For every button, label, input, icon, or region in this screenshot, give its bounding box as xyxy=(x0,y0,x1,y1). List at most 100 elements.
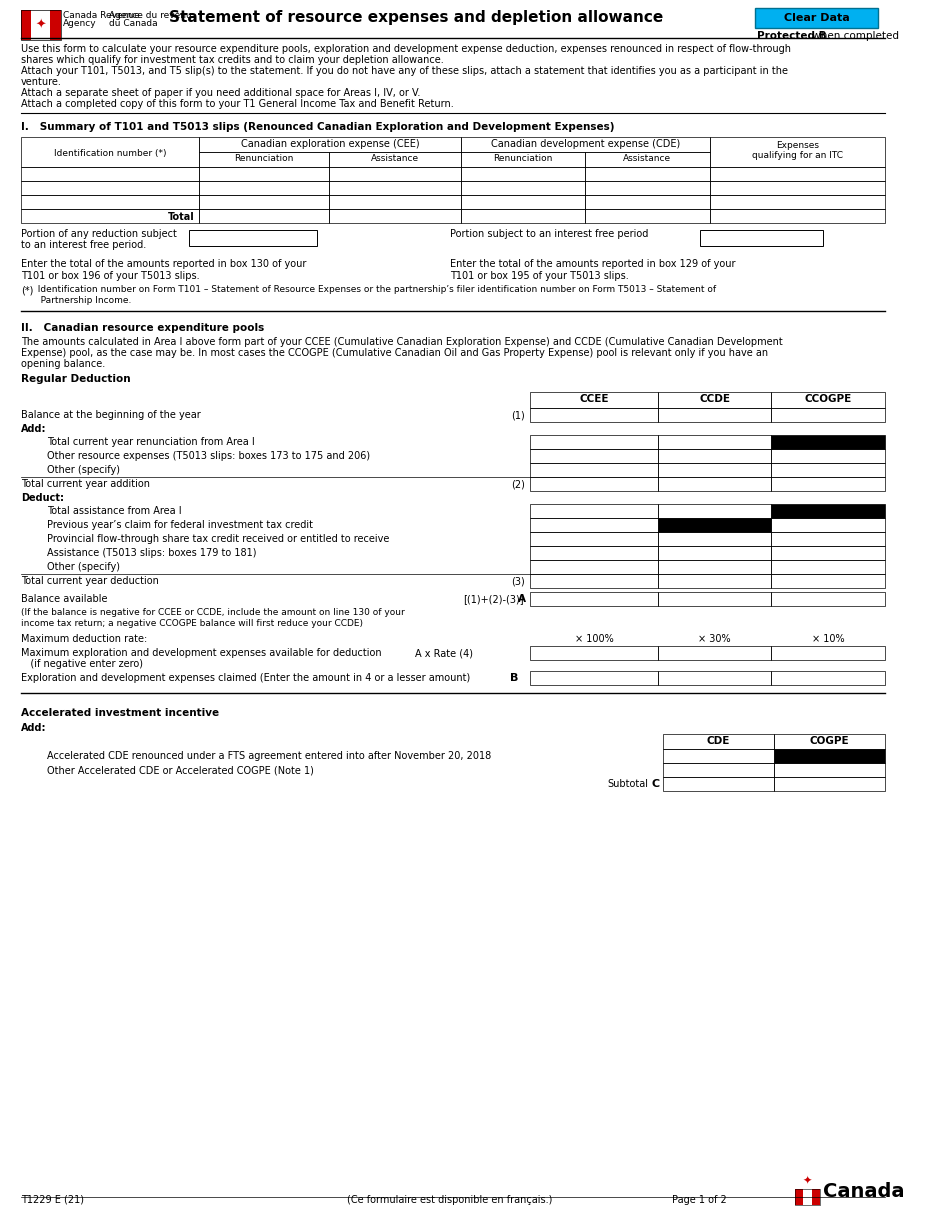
Text: Add:: Add: xyxy=(21,424,47,434)
Bar xyxy=(21,209,199,223)
Text: Exploration and development expenses claimed (Enter the amount in 4 or a lesser : Exploration and development expenses cla… xyxy=(21,673,470,683)
Bar xyxy=(771,546,885,560)
Text: CCDE: CCDE xyxy=(699,394,731,403)
Text: Canadian exploration expense (CEE): Canadian exploration expense (CEE) xyxy=(240,139,419,149)
Text: CCEE: CCEE xyxy=(580,394,609,403)
Text: Canada Revenue: Canada Revenue xyxy=(64,11,141,20)
Text: [(1)+(2)-(3)]: [(1)+(2)-(3)] xyxy=(463,594,523,604)
Text: C: C xyxy=(652,779,659,788)
Bar xyxy=(710,137,885,167)
Bar xyxy=(21,167,199,181)
Text: (Ce formulaire est disponible en français.): (Ce formulaire est disponible en françai… xyxy=(347,1196,552,1205)
Bar xyxy=(771,518,885,533)
Bar xyxy=(771,592,885,606)
Text: Protected B: Protected B xyxy=(757,31,826,41)
Text: I.   Summary of T101 and T5013 slips (Renounced Canadian Exploration and Develop: I. Summary of T101 and T5013 slips (Reno… xyxy=(21,122,615,132)
Text: Subtotal: Subtotal xyxy=(607,779,648,788)
Bar xyxy=(585,153,710,167)
Bar xyxy=(662,777,774,791)
Text: Expense) pool, as the case may be. In most cases the CCOGPE (Cumulative Canadian: Expense) pool, as the case may be. In mo… xyxy=(21,348,768,358)
Bar xyxy=(530,435,657,449)
Text: income tax return; a negative CCOGPE balance will first reduce your CCDE): income tax return; a negative CCOGPE bal… xyxy=(21,619,363,629)
Bar xyxy=(530,592,657,606)
Text: to an interest free period.: to an interest free period. xyxy=(21,240,146,250)
Bar xyxy=(771,574,885,588)
Bar xyxy=(330,209,461,223)
Text: Renunciation: Renunciation xyxy=(493,154,553,164)
Bar xyxy=(21,196,199,209)
Text: (*): (*) xyxy=(21,285,33,295)
Bar xyxy=(710,209,885,223)
Bar xyxy=(662,763,774,777)
Bar xyxy=(657,408,771,422)
Bar xyxy=(771,646,885,661)
Text: Identification number on Form T101 – Statement of Resource Expenses or the partn: Identification number on Form T101 – Sta… xyxy=(32,285,716,294)
Text: Clear Data: Clear Data xyxy=(784,14,849,23)
Text: Balance available: Balance available xyxy=(21,594,107,604)
Text: Accelerated CDE renounced under a FTS agreement entered into after November 20, : Accelerated CDE renounced under a FTS ag… xyxy=(48,752,491,761)
Text: Renunciation: Renunciation xyxy=(235,154,294,164)
Text: CDE: CDE xyxy=(707,736,731,747)
Bar xyxy=(21,10,31,41)
Bar xyxy=(21,181,199,196)
Text: Statement of resource expenses and depletion allowance: Statement of resource expenses and deple… xyxy=(169,10,664,25)
Text: CCOGPE: CCOGPE xyxy=(805,394,852,403)
Bar xyxy=(21,10,61,41)
Bar xyxy=(330,153,461,167)
Text: Use this form to calculate your resource expenditure pools, exploration and deve: Use this form to calculate your resource… xyxy=(21,44,790,54)
Bar xyxy=(31,10,50,41)
Bar xyxy=(585,181,710,196)
Bar xyxy=(771,462,885,477)
Bar xyxy=(812,1189,820,1205)
Text: Total assistance from Area I: Total assistance from Area I xyxy=(48,506,182,517)
Text: Total: Total xyxy=(168,212,195,221)
Text: Canada: Canada xyxy=(824,1182,905,1200)
Bar xyxy=(700,230,824,246)
Text: opening balance.: opening balance. xyxy=(21,359,105,369)
Text: Deduct:: Deduct: xyxy=(21,493,64,503)
Bar xyxy=(657,646,771,661)
Text: (1): (1) xyxy=(511,410,525,419)
Bar xyxy=(199,209,330,223)
Text: Attach a completed copy of this form to your T1 General Income Tax and Benefit R: Attach a completed copy of this form to … xyxy=(21,98,453,109)
Text: ✦: ✦ xyxy=(35,18,46,32)
Bar xyxy=(657,518,771,533)
Bar xyxy=(585,196,710,209)
Bar xyxy=(461,196,585,209)
Text: shares which qualify for investment tax credits and to claim your depletion allo: shares which qualify for investment tax … xyxy=(21,55,444,65)
Text: Canadian development expense (CDE): Canadian development expense (CDE) xyxy=(491,139,680,149)
Text: COGPE: COGPE xyxy=(809,736,849,747)
Bar xyxy=(657,435,771,449)
Text: Regular Deduction: Regular Deduction xyxy=(21,374,130,384)
Bar xyxy=(774,734,885,749)
Text: Total current year renunciation from Area I: Total current year renunciation from Are… xyxy=(48,437,256,446)
Text: Agence du revenu: Agence du revenu xyxy=(109,11,192,20)
Bar xyxy=(657,449,771,462)
Text: Partnership Income.: Partnership Income. xyxy=(32,296,131,305)
Text: Assistance (T5013 slips: boxes 179 to 181): Assistance (T5013 slips: boxes 179 to 18… xyxy=(48,549,256,558)
Text: (3): (3) xyxy=(511,576,525,585)
Bar xyxy=(461,153,585,167)
Bar xyxy=(657,477,771,491)
Bar xyxy=(803,1189,812,1205)
Bar xyxy=(710,196,885,209)
Text: du Canada: du Canada xyxy=(109,18,158,28)
Bar xyxy=(771,672,885,685)
Bar xyxy=(530,408,657,422)
Text: Total current year addition: Total current year addition xyxy=(21,478,150,490)
Bar xyxy=(530,504,657,518)
Bar xyxy=(774,763,885,777)
Bar xyxy=(461,181,585,196)
Text: Maximum exploration and development expenses available for deduction: Maximum exploration and development expe… xyxy=(21,648,382,658)
Text: Assistance: Assistance xyxy=(371,154,419,164)
Bar xyxy=(530,546,657,560)
Bar xyxy=(199,167,330,181)
Bar xyxy=(50,10,61,41)
Bar xyxy=(795,1189,803,1205)
Bar xyxy=(585,209,710,223)
Text: Portion subject to an interest free period: Portion subject to an interest free peri… xyxy=(449,229,648,239)
Bar xyxy=(657,533,771,546)
Bar xyxy=(771,435,885,449)
Bar xyxy=(774,777,885,791)
Text: Balance at the beginning of the year: Balance at the beginning of the year xyxy=(21,410,200,419)
